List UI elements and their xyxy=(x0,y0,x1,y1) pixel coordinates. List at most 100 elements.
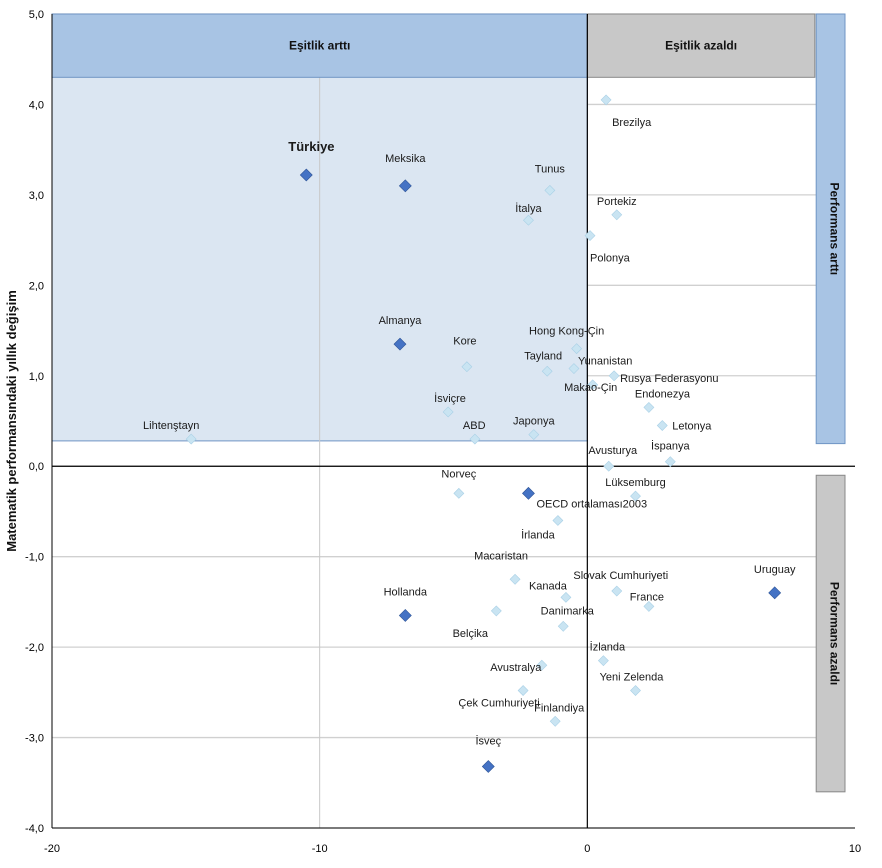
point-label: Japonya xyxy=(513,416,555,428)
data-point xyxy=(523,214,534,226)
y-axis-title: Matematik performansındaki yıllık değişi… xyxy=(4,290,19,552)
point-label: Yunanistan xyxy=(578,356,632,368)
point-label: Avusturya xyxy=(588,445,638,457)
data-point xyxy=(611,585,623,597)
data-point xyxy=(643,402,655,413)
y-tick-label: 5,0 xyxy=(29,9,44,21)
y-tick-label: 3,0 xyxy=(29,190,44,202)
point-labels: Türkiye Meksika Almanya Hollanda İsveç Urugua… xyxy=(143,117,796,748)
point-label: Almanya xyxy=(379,315,423,327)
data-point xyxy=(398,609,412,622)
data-point xyxy=(608,370,620,382)
y-tick-label: 0,0 xyxy=(29,461,44,473)
data-point xyxy=(461,361,473,373)
point-label: İrlanda xyxy=(521,528,556,541)
point-label: Lüksemburg xyxy=(605,477,666,489)
y-tick-label: 1,0 xyxy=(29,371,44,383)
x-tick-label: 10 xyxy=(849,843,861,855)
point-label: Norveç xyxy=(441,468,476,480)
point-label: Finlandiya xyxy=(534,702,585,714)
data-point xyxy=(643,600,655,612)
point-label: Uruguay xyxy=(754,564,796,576)
data-point xyxy=(571,343,583,355)
point-label: İspanya xyxy=(651,440,690,453)
side-performance-increased-label: Performans arttı xyxy=(828,182,842,275)
top-header: Eşitlik arttı Eşitlik azaldı xyxy=(51,13,816,78)
data-point xyxy=(630,685,641,696)
point-label: OECD ortalaması2003 xyxy=(536,498,647,510)
point-label: Belçika xyxy=(453,628,489,640)
point-label: Macaristan xyxy=(474,550,528,562)
data-point xyxy=(664,456,676,468)
data-point xyxy=(393,337,407,351)
x-tick-label: -10 xyxy=(312,843,328,855)
data-point xyxy=(536,659,548,671)
point-label: Tunus xyxy=(535,163,566,175)
side-panels: Performans arttı Performans azaldı xyxy=(815,13,846,793)
data-point xyxy=(522,486,535,500)
data-point xyxy=(469,433,481,445)
y-tick-label: 4,0 xyxy=(29,99,44,111)
data-point xyxy=(541,365,553,377)
point-label: Kore xyxy=(453,336,476,348)
point-label: France xyxy=(630,591,664,603)
point-label: Yeni Zelenda xyxy=(600,672,665,684)
data-points xyxy=(185,94,782,773)
point-label: Danimarka xyxy=(541,605,595,617)
side-performance-increased xyxy=(815,13,846,445)
point-label: Çek Cumhuriyeti xyxy=(458,698,539,710)
point-label: Meksika xyxy=(385,153,426,165)
point-label: İzlanda xyxy=(590,641,626,654)
data-point xyxy=(611,209,623,221)
data-point xyxy=(557,620,569,632)
point-label: Slovak Cumhuriyeti xyxy=(573,570,668,582)
point-label: Hong Kong-Çin xyxy=(529,326,604,338)
data-point xyxy=(549,715,561,727)
point-label: Avustralya xyxy=(490,662,542,674)
header-equity-increased-label: Eşitlik arttı xyxy=(289,39,350,53)
header-equity-increased xyxy=(51,13,588,78)
point-label: Portekiz xyxy=(597,196,637,208)
point-label: İsveç xyxy=(475,734,501,747)
data-point xyxy=(600,94,612,106)
point-label: Türkiye xyxy=(288,139,334,154)
data-point xyxy=(656,420,668,431)
x-tick-label: -20 xyxy=(44,843,60,855)
point-label: Endonezya xyxy=(635,388,691,400)
y-tick-label: -2,0 xyxy=(25,642,44,654)
y-tick-label: -1,0 xyxy=(25,552,44,564)
data-point xyxy=(442,406,454,418)
data-point xyxy=(490,605,502,617)
point-label: Lihtenştayn xyxy=(143,420,199,432)
data-point xyxy=(453,487,465,499)
point-label: Brezilya xyxy=(612,117,652,129)
data-point xyxy=(509,573,521,585)
point-label: Letonya xyxy=(672,421,712,433)
data-point xyxy=(584,230,596,242)
data-point xyxy=(568,363,580,374)
data-point xyxy=(587,379,599,391)
y-tick-label: -3,0 xyxy=(25,733,44,745)
side-performance-decreased-label: Performans azaldı xyxy=(828,582,842,685)
data-point xyxy=(544,184,556,196)
x-tick-label: 0 xyxy=(584,843,590,855)
y-tick-label: 2,0 xyxy=(29,280,44,292)
data-point xyxy=(517,685,529,696)
data-point xyxy=(768,586,782,600)
data-point xyxy=(185,433,197,445)
point-label: İsviçre xyxy=(434,392,466,405)
point-label: ABD xyxy=(463,420,486,432)
point-label: Kanada xyxy=(529,580,568,592)
data-point xyxy=(552,515,564,526)
data-point xyxy=(560,591,572,603)
point-label: Rusya Federasyonu xyxy=(620,373,718,385)
point-label: İtalya xyxy=(515,202,542,215)
y-tick-labels: 5,0 4,0 3,0 2,0 1,0 0,0 -1,0 -2,0 -3,0 -4,0 xyxy=(25,9,44,835)
y-tick-label: -4,0 xyxy=(25,823,44,835)
header-equity-decreased-label: Eşitlik azaldı xyxy=(665,39,737,53)
x-tick-labels: -20 -10 0 10 xyxy=(44,843,861,855)
side-performance-decreased xyxy=(815,474,846,793)
point-label: Hollanda xyxy=(384,586,428,598)
data-point xyxy=(597,655,609,667)
